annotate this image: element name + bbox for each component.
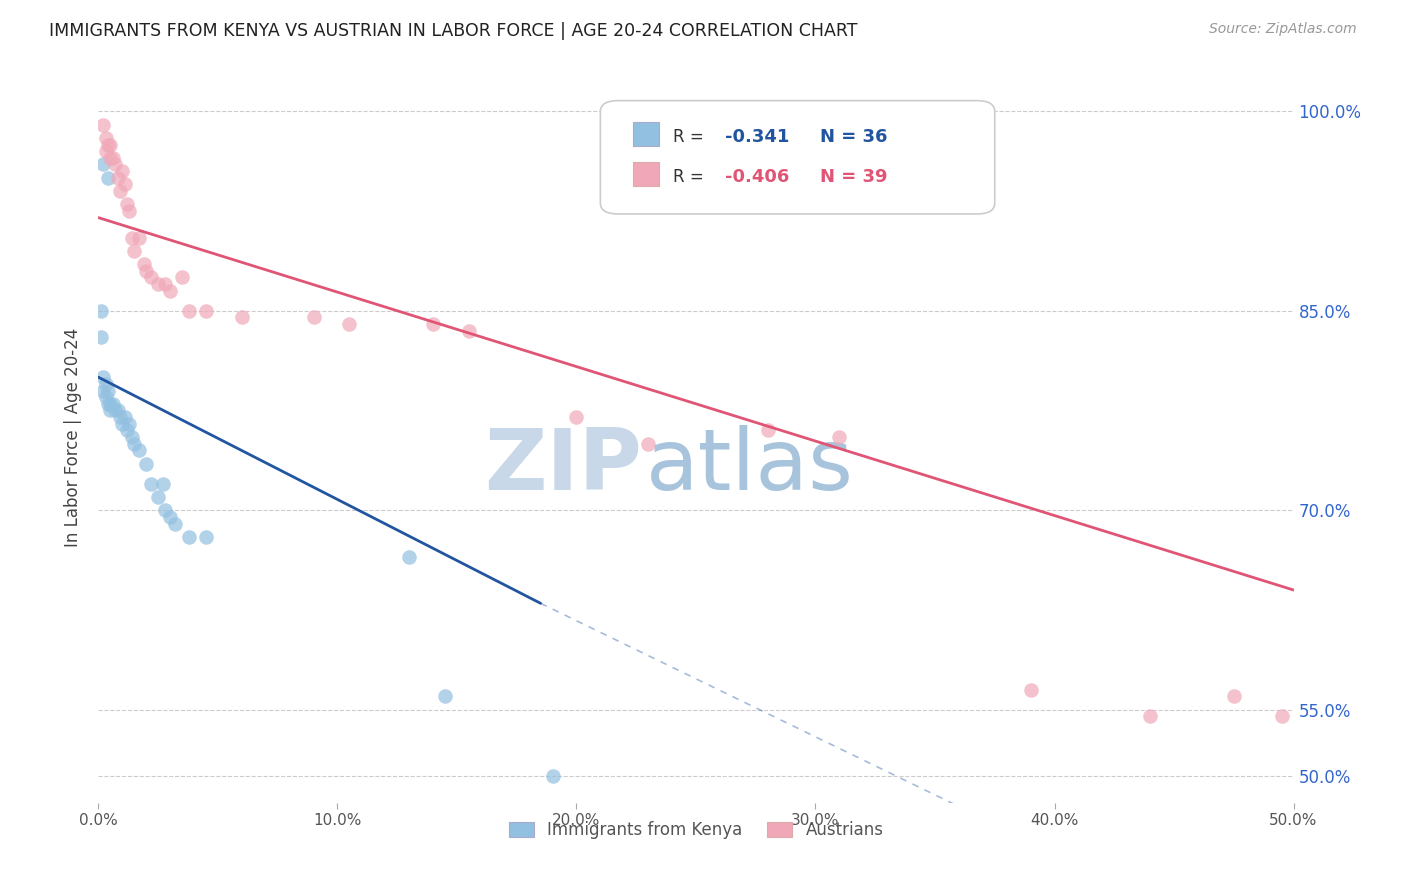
- Point: [108, 410, 131, 425]
- Point: [148, 277, 170, 292]
- Point: [108, 184, 131, 198]
- Point: [128, 443, 150, 458]
- Point: [135, 457, 157, 471]
- Point: [90, 303, 112, 318]
- Point: [104, 157, 127, 171]
- Point: [104, 403, 127, 417]
- Point: [101, 397, 124, 411]
- Point: [91, 118, 114, 132]
- Point: [434, 690, 457, 704]
- Point: [97, 384, 120, 398]
- Point: [195, 530, 218, 544]
- Point: [97, 170, 120, 185]
- Point: [94, 376, 117, 391]
- Point: [685, 855, 707, 870]
- Point: [115, 424, 138, 438]
- FancyBboxPatch shape: [600, 101, 995, 214]
- Point: [115, 197, 138, 211]
- Point: [90, 330, 112, 344]
- Point: [101, 151, 124, 165]
- Point: [124, 244, 146, 258]
- Point: [565, 410, 588, 425]
- Point: [124, 436, 146, 450]
- Point: [302, 310, 325, 325]
- Text: N = 39: N = 39: [820, 169, 887, 186]
- Point: [163, 516, 186, 531]
- Point: [98, 137, 122, 152]
- Point: [97, 397, 120, 411]
- Text: ZIP: ZIP: [485, 425, 643, 508]
- Point: [118, 204, 141, 219]
- Point: [179, 303, 201, 318]
- Point: [107, 403, 129, 417]
- Point: [98, 403, 122, 417]
- Text: -0.406: -0.406: [724, 169, 789, 186]
- Point: [155, 503, 177, 517]
- Point: [422, 317, 444, 331]
- Legend: Immigrants from Kenya, Austrians: Immigrants from Kenya, Austrians: [502, 814, 890, 846]
- Point: [135, 264, 157, 278]
- Point: [94, 144, 117, 158]
- Point: [541, 769, 564, 783]
- Point: [1139, 709, 1161, 723]
- Point: [114, 178, 136, 192]
- Point: [179, 530, 201, 544]
- Point: [195, 303, 218, 318]
- Point: [91, 157, 114, 171]
- Point: [94, 131, 117, 145]
- Y-axis label: In Labor Force | Age 20-24: In Labor Force | Age 20-24: [65, 327, 83, 547]
- Point: [118, 417, 141, 431]
- Point: [155, 277, 177, 292]
- FancyBboxPatch shape: [633, 162, 659, 186]
- Point: [139, 476, 162, 491]
- Text: IMMIGRANTS FROM KENYA VS AUSTRIAN IN LABOR FORCE | AGE 20-24 CORRELATION CHART: IMMIGRANTS FROM KENYA VS AUSTRIAN IN LAB…: [49, 22, 858, 40]
- Point: [152, 476, 174, 491]
- Text: R =: R =: [673, 169, 709, 186]
- Point: [148, 490, 170, 504]
- Point: [91, 370, 114, 384]
- Text: atlas: atlas: [645, 425, 853, 508]
- Point: [114, 410, 136, 425]
- Point: [159, 284, 181, 298]
- Point: [98, 151, 122, 165]
- Text: Source: ZipAtlas.com: Source: ZipAtlas.com: [1209, 22, 1357, 37]
- Point: [128, 230, 150, 244]
- Point: [828, 430, 851, 444]
- Point: [172, 270, 194, 285]
- Point: [121, 230, 143, 244]
- Point: [107, 170, 129, 185]
- Point: [111, 164, 134, 178]
- Point: [91, 384, 114, 398]
- Point: [159, 509, 181, 524]
- Point: [94, 390, 117, 404]
- Point: [231, 310, 253, 325]
- Point: [139, 270, 162, 285]
- Point: [98, 397, 122, 411]
- Point: [458, 324, 481, 338]
- Point: [97, 137, 120, 152]
- FancyBboxPatch shape: [633, 122, 659, 146]
- Point: [121, 430, 143, 444]
- Text: R =: R =: [673, 128, 709, 146]
- Text: -0.341: -0.341: [724, 128, 789, 146]
- Point: [1019, 682, 1042, 697]
- Point: [398, 549, 420, 564]
- Point: [1271, 709, 1294, 723]
- Point: [111, 417, 134, 431]
- Point: [339, 317, 361, 331]
- Text: N = 36: N = 36: [820, 128, 887, 146]
- Point: [637, 436, 659, 450]
- Point: [1223, 690, 1246, 704]
- Point: [756, 424, 779, 438]
- Point: [132, 257, 155, 271]
